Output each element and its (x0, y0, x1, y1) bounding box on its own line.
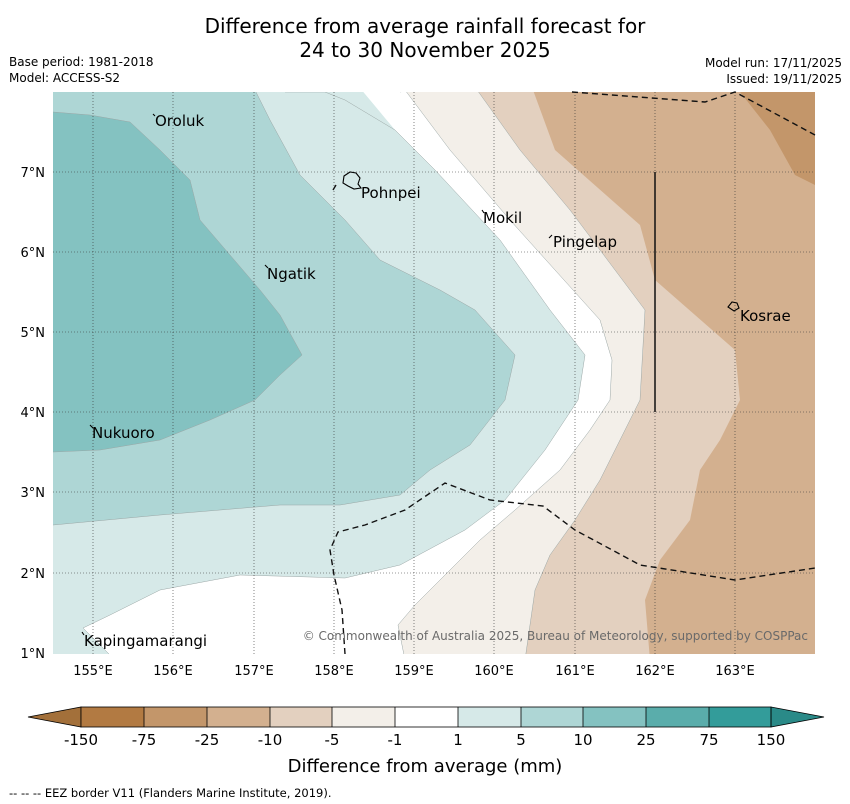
colorbar-seg-p5-p10 (521, 707, 583, 727)
colorbar-tick-p5: 5 (516, 731, 526, 749)
eez-border-south (329, 482, 816, 655)
colorbar-tick-n75: -75 (132, 731, 157, 749)
label-kapingamarangi: Kapingamarangi (84, 632, 207, 650)
colorbar: -150 -75 -25 -10 -5 -1 1 5 10 25 75 150 … (27, 706, 825, 777)
colorbar-tick-n25: -25 (195, 731, 220, 749)
colorbar-extend-high (770, 706, 825, 728)
y-tick-7n: 7°N (21, 166, 46, 181)
pingelap-marker (548, 234, 553, 239)
rainfall-contours (53, 92, 815, 654)
nukuoro-marker (89, 424, 94, 429)
x-tick-162: 162°E (635, 664, 675, 679)
kosrae-island-outline (727, 301, 740, 312)
colorbar-seg-n150-n75 (81, 707, 144, 727)
contour-lines (53, 92, 646, 654)
colorbar-label: Difference from average (mm) (288, 756, 563, 777)
y-tick-3n: 3°N (21, 486, 46, 501)
colorbar-tick-n10: -10 (258, 731, 283, 749)
colorbar-seg-n75-n25 (144, 707, 207, 727)
x-tick-156: 156°E (153, 664, 193, 679)
colorbar-seg-p75-p150 (709, 707, 771, 727)
y-tick-5n: 5°N (21, 326, 46, 341)
colorbar-tick-n5: -5 (325, 731, 340, 749)
x-tick-159: 159°E (394, 664, 434, 679)
base-period: Base period: 1981-2018 (9, 55, 154, 69)
chart-title-line2: 24 to 30 November 2025 (299, 38, 551, 62)
x-tick-160: 160°E (474, 664, 514, 679)
colorbar-seg-n5-n1 (332, 707, 395, 727)
colorbar-seg-n25-n10 (207, 707, 270, 727)
colorbar-tick-n150: -150 (64, 731, 98, 749)
x-tick-155: 155°E (73, 664, 113, 679)
eez-border-north (571, 91, 816, 136)
label-ngatik: Ngatik (267, 265, 316, 283)
y-tick-6n: 6°N (21, 246, 46, 261)
colorbar-seg-p10-p25 (583, 707, 646, 727)
x-tick-163: 163°E (715, 664, 755, 679)
x-tick-161: 161°E (555, 664, 595, 679)
eez-border-small (332, 184, 337, 191)
gridlines (53, 92, 815, 654)
label-nukuoro: Nukuoro (92, 424, 155, 442)
colorbar-tick-p25: 25 (636, 731, 655, 749)
band-n75-n25-ne (740, 92, 815, 185)
oroluk-marker (152, 113, 156, 117)
eez-borders (329, 91, 816, 655)
mokil-marker (481, 209, 485, 214)
label-pingelap: Pingelap (553, 233, 617, 251)
ngatik-marker (264, 264, 269, 269)
colorbar-seg-p1-p5 (458, 707, 521, 727)
pohnpei-island-outline (342, 171, 362, 190)
label-pohnpei: Pohnpei (361, 184, 421, 202)
islands (81, 113, 740, 636)
kapingamarangi-marker (81, 631, 85, 636)
x-tick-157: 157°E (234, 664, 274, 679)
model-name: Model: ACCESS-S2 (9, 71, 121, 85)
label-oroluk: Oroluk (155, 112, 204, 130)
colorbar-seg-p25-p75 (646, 707, 709, 727)
x-axis-ticks: 155°E 156°E 157°E 158°E 159°E 160°E 161°… (73, 664, 755, 679)
y-tick-4n: 4°N (21, 406, 46, 421)
y-axis-ticks: 7°N 6°N 5°N 4°N 3°N 2°N 1°N (21, 166, 46, 662)
eez-footnote: -- -- -- EEZ border V11 (Flanders Marine… (9, 786, 332, 800)
model-run: Model run: 17/11/2025 (704, 56, 842, 70)
colorbar-extend-low (27, 706, 82, 728)
issued-date: Issued: 19/11/2025 (726, 72, 842, 86)
label-kosrae: Kosrae (740, 307, 791, 325)
label-mokil: Mokil (483, 209, 522, 227)
copyright-notice: © Commonwealth of Australia 2025, Bureau… (303, 629, 808, 643)
band-p10-p25 (53, 92, 302, 452)
colorbar-tick-p10: 10 (573, 731, 592, 749)
colorbar-tick-p75: 75 (699, 731, 718, 749)
place-labels: Oroluk Pohnpei Mokil Pingelap Ngatik Kos… (84, 112, 791, 650)
x-tick-158: 158°E (314, 664, 354, 679)
colorbar-seg-n10-n5 (270, 707, 332, 727)
y-tick-1n: 1°N (21, 647, 46, 662)
colorbar-tick-n1: -1 (388, 731, 403, 749)
colorbar-tick-p150: 150 (757, 731, 786, 749)
y-tick-2n: 2°N (21, 567, 46, 582)
chart-title-line1: Difference from average rainfall forecas… (204, 14, 646, 38)
colorbar-tick-p1: 1 (453, 731, 463, 749)
colorbar-seg-n1-p1 (395, 707, 458, 727)
